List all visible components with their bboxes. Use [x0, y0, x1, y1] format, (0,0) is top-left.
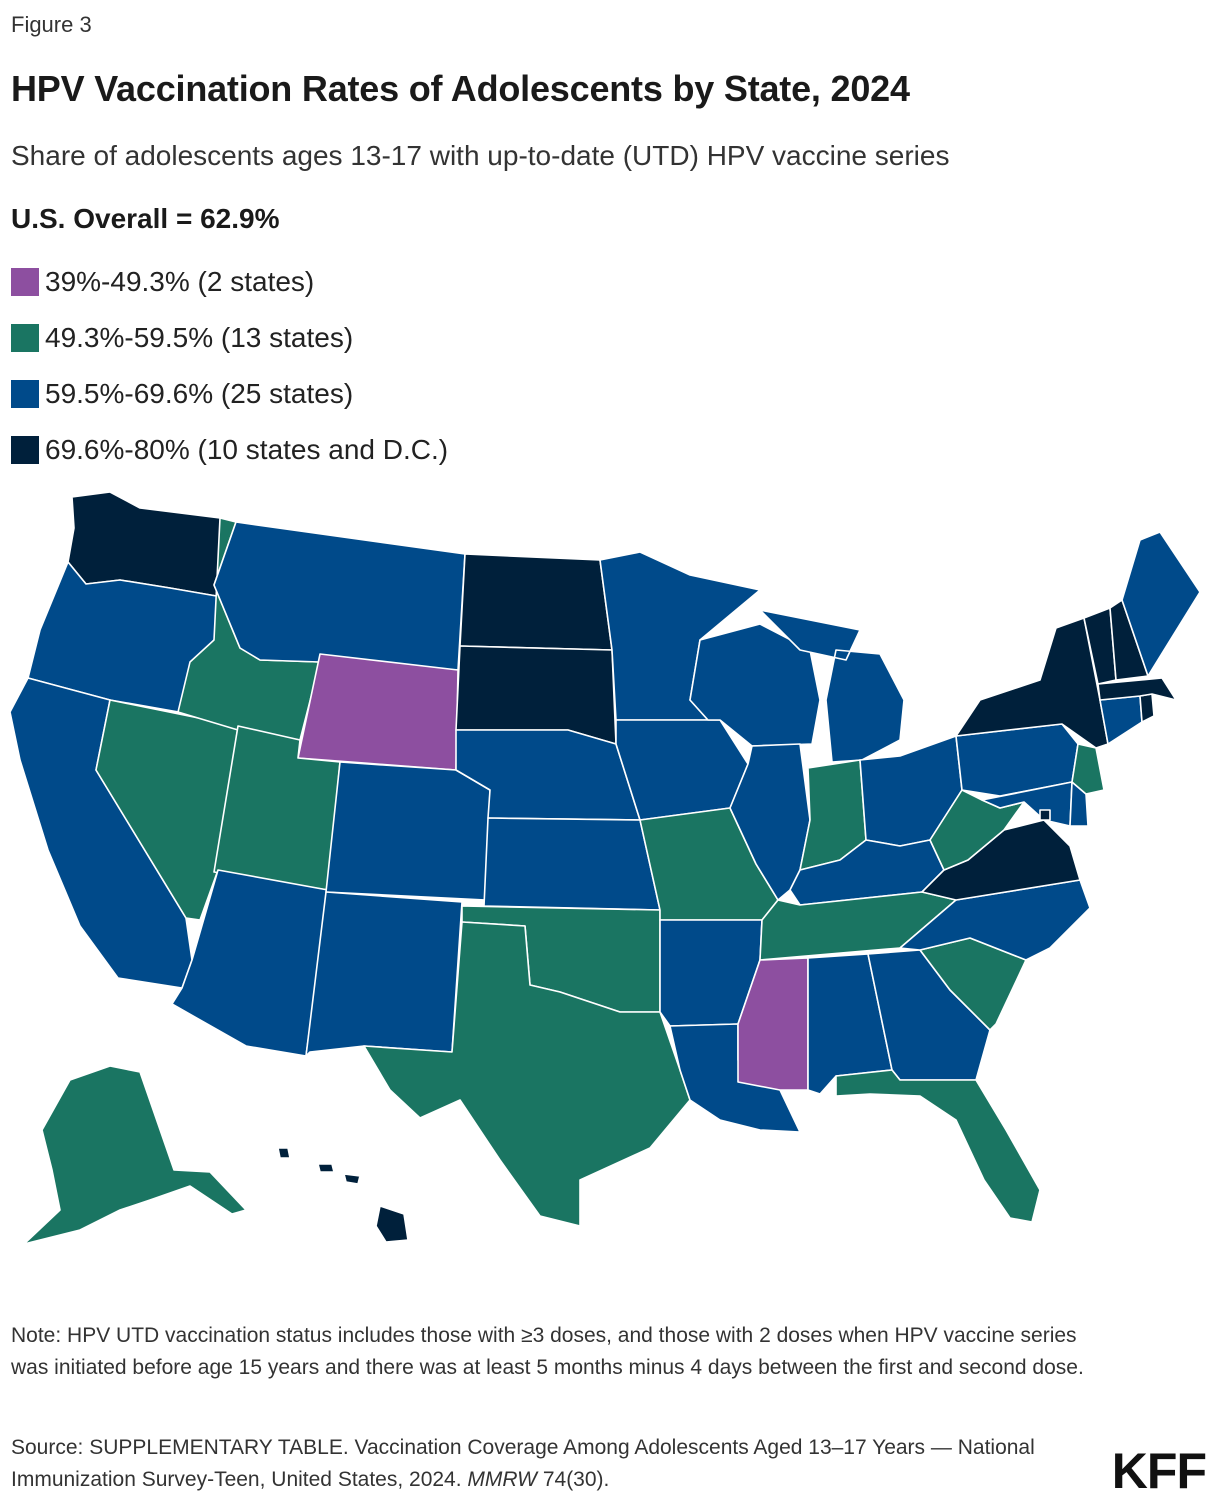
state-CT — [1099, 695, 1143, 745]
state-TX — [363, 921, 691, 1227]
legend-swatch-midlow — [11, 324, 39, 352]
state-KS — [483, 817, 661, 911]
us-choropleth-map — [9, 491, 1201, 1245]
state-IL — [729, 743, 811, 901]
state-AK — [23, 1065, 247, 1245]
source-note: Source: SUPPLEMENTARY TABLE. Vaccination… — [11, 1432, 1101, 1496]
state-RI — [1139, 693, 1155, 723]
state-WA — [67, 491, 237, 599]
legend-item-low: 39%-49.3% (2 states) — [11, 254, 448, 310]
state-ME — [1121, 531, 1201, 677]
legend-swatch-midhigh — [11, 380, 39, 408]
source-journal: MMRW — [467, 1468, 537, 1491]
source-text: Source: SUPPLEMENTARY TABLE. Vaccination… — [11, 1436, 1035, 1491]
state-CO — [325, 761, 491, 901]
legend-label-midhigh: 59.5%-69.6% (25 states) — [45, 378, 354, 409]
state-NM — [305, 891, 463, 1057]
legend-label-high: 69.6%-80% (10 states and D.C.) — [45, 434, 449, 465]
footnote: Note: HPV UTD vaccination status include… — [11, 1324, 1084, 1379]
legend-item-midhigh: 59.5%-69.6% (25 states) — [11, 366, 448, 422]
state-HI — [277, 1147, 409, 1243]
state-IA — [615, 719, 749, 821]
chart-title: HPV Vaccination Rates of Adolescents by … — [11, 68, 910, 109]
chart-subtitle: Share of adolescents ages 13-17 with up-… — [11, 140, 950, 171]
source-citation: 74(30). — [537, 1468, 610, 1491]
state-MA — [1097, 677, 1177, 701]
state-FL — [835, 1069, 1041, 1223]
state-MI — [759, 609, 905, 763]
kff-logo: KFF — [1111, 1443, 1207, 1499]
legend-swatch-high — [11, 436, 39, 464]
legend: 39%-49.3% (2 states) 49.3%-59.5% (13 sta… — [11, 254, 448, 478]
state-ND — [459, 553, 613, 651]
state-DC — [1039, 809, 1051, 821]
legend-label-midlow: 49.3%-59.5% (13 states) — [45, 322, 354, 353]
figure-label: Figure 3 — [11, 12, 92, 37]
legend-label-low: 39%-49.3% (2 states) — [45, 266, 315, 297]
state-WY — [297, 653, 459, 771]
legend-item-midlow: 49.3%-59.5% (13 states) — [11, 310, 448, 366]
us-overall: U.S. Overall = 62.9% — [11, 203, 280, 234]
state-MT — [213, 521, 466, 671]
state-NJ — [1071, 743, 1105, 795]
legend-item-high: 69.6%-80% (10 states and D.C.) — [11, 422, 448, 478]
legend-swatch-low — [11, 268, 39, 296]
